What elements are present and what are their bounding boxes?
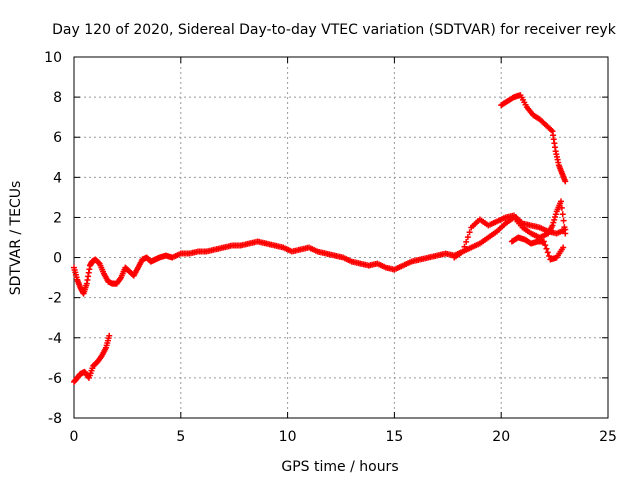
x-axis-label: GPS time / hours bbox=[281, 459, 398, 475]
data-point bbox=[552, 214, 559, 221]
data-point bbox=[117, 275, 124, 282]
data-point bbox=[562, 178, 569, 185]
x-tick-label: 20 bbox=[492, 429, 510, 445]
data-point bbox=[540, 238, 547, 245]
data-point bbox=[561, 224, 568, 231]
y-tick-label: -4 bbox=[48, 331, 62, 347]
y-axis-label: SDTVAR / TECUs bbox=[8, 181, 24, 296]
series-early-low-segment bbox=[71, 332, 113, 385]
data-point bbox=[560, 244, 567, 251]
x-tick-label: 5 bbox=[176, 429, 185, 445]
y-tick-label: -6 bbox=[48, 371, 62, 387]
data-point bbox=[463, 238, 470, 245]
y-tick-label: -8 bbox=[48, 411, 62, 427]
data-point bbox=[464, 234, 471, 241]
series-main-track bbox=[71, 212, 569, 297]
data-point bbox=[552, 211, 559, 218]
y-tick-label: 8 bbox=[53, 90, 62, 106]
y-tick-label: -2 bbox=[48, 291, 62, 307]
data-point bbox=[549, 222, 556, 229]
y-tick-label: 10 bbox=[44, 50, 62, 66]
x-tick-label: 15 bbox=[385, 429, 403, 445]
y-tick-label: 0 bbox=[53, 251, 62, 267]
data-point bbox=[543, 245, 550, 252]
y-tick-label: 4 bbox=[53, 170, 62, 186]
axes-layer bbox=[73, 56, 609, 419]
x-tick-label: 10 bbox=[279, 429, 297, 445]
data-point bbox=[558, 198, 565, 205]
data-point bbox=[466, 229, 473, 236]
x-tick-label: 0 bbox=[70, 429, 79, 445]
data-point bbox=[544, 249, 551, 256]
data-point bbox=[550, 219, 557, 226]
tick-layer: 0 5 10 15 20 25 -8 -6 -4 -2 0 2 4 6 8 10 bbox=[44, 50, 617, 445]
y-tick-label: 6 bbox=[53, 130, 62, 146]
y-tick-label: 2 bbox=[53, 210, 62, 226]
series-lower-branch bbox=[451, 198, 569, 261]
chart-title: Day 120 of 2020, Sidereal Day-to-day VTE… bbox=[52, 22, 617, 38]
data-point bbox=[106, 332, 113, 339]
data-point bbox=[542, 242, 549, 249]
data-point bbox=[558, 204, 565, 211]
points-layer bbox=[71, 92, 569, 385]
series-loop-segment bbox=[508, 234, 567, 263]
x-tick-label: 25 bbox=[599, 429, 617, 445]
plot-frame bbox=[73, 56, 609, 419]
data-point bbox=[560, 217, 567, 224]
series-late-high-segment bbox=[498, 92, 569, 185]
data-point bbox=[562, 230, 569, 237]
data-point bbox=[551, 216, 558, 223]
data-point bbox=[559, 211, 566, 218]
data-point bbox=[546, 252, 553, 259]
